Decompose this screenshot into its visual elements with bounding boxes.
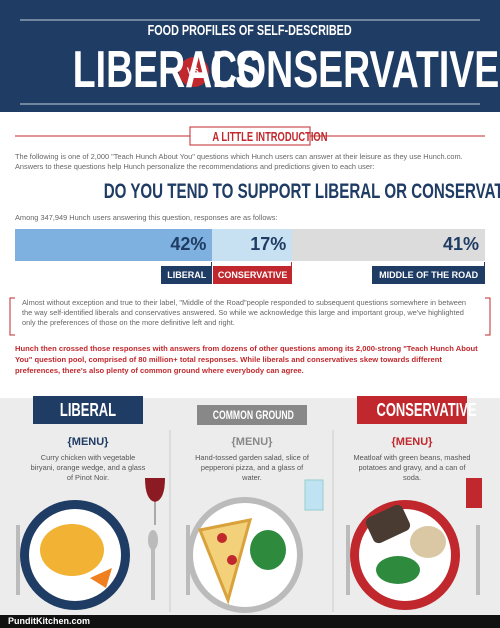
header-kicker-wrap: FOOD PROFILES OF SELF-DESCRIBED: [0, 22, 500, 39]
fork: [186, 525, 190, 595]
poll-name-tag: MIDDLE OF THE ROAD: [372, 266, 485, 284]
knife: [476, 525, 480, 595]
poll-labels: LIBERAL CONSERVATIVE MIDDLE OF THE ROAD: [15, 262, 485, 292]
intro-heading-box: [189, 126, 311, 146]
menu-title: COMMON GROUND: [197, 405, 307, 425]
potatoes: [410, 526, 446, 558]
menu-text: Hand-tossed garden salad, slice of peppe…: [195, 453, 309, 482]
poll-value-label: 17%: [250, 234, 287, 254]
poll-connector: [484, 262, 485, 266]
header-left-wrap: LIBERALS: [0, 40, 260, 100]
menu-title-text: LIBERAL: [59, 400, 117, 420]
header-band: [0, 0, 500, 112]
pepperoni: [227, 555, 237, 565]
poll-bar: 42% 17% 41%: [15, 229, 485, 261]
intro-heading: A LITTLE INTRODUCTION: [212, 129, 328, 144]
poll-value-label: 41%: [442, 234, 479, 254]
intro-text: The following is one of 2,000 "Teach Hun…: [15, 152, 463, 171]
fork: [16, 525, 20, 595]
spoon: [148, 530, 158, 550]
menu-label: {MENU}: [67, 436, 109, 448]
menu-title: CONSERVATIVE: [357, 396, 477, 424]
header-left: LIBERALS: [72, 41, 260, 99]
menu-title-text: COMMON GROUND: [212, 408, 294, 422]
poll-name-tag: CONSERVATIVE: [213, 266, 293, 284]
meatloaf: [365, 504, 411, 544]
summary-text: Hunch then crossed those responses with …: [15, 344, 478, 375]
water-glass: [304, 479, 324, 511]
spoon-handle: [151, 545, 155, 600]
question-wrap: DO YOU TEND TO SUPPORT LIBERAL OR CONSER…: [0, 180, 500, 204]
sample-text: Among 347,949 Hunch users answering this…: [15, 213, 278, 222]
note-bracket: [485, 297, 491, 336]
header-kicker: FOOD PROFILES OF SELF-DESCRIBED: [147, 22, 353, 39]
footer-band: [0, 615, 500, 628]
poll-value-label: 42%: [170, 234, 207, 254]
menu-text: Curry chicken with vegetable biryani, or…: [30, 453, 146, 482]
menu-label: {MENU}: [391, 436, 433, 448]
menu-title-text: CONSERVATIVE: [376, 400, 477, 420]
question: DO YOU TEND TO SUPPORT LIBERAL OR CONSER…: [103, 180, 500, 203]
poll-connector: [211, 262, 213, 266]
poll-connector: [291, 262, 293, 266]
header-right: CONSERVATIVES: [210, 41, 500, 99]
intro-heading-wrap: A LITTLE INTRODUCTION: [190, 129, 327, 144]
menu-text: Meatloaf with green beans, mashed potato…: [353, 453, 471, 482]
soda-can: [466, 478, 482, 508]
pepperoni: [217, 533, 227, 543]
vs-badge: [179, 57, 209, 87]
header-right-wrap: CONSERVATIVES: [210, 40, 500, 100]
poll-segment: [212, 229, 293, 261]
orange-wedge: [90, 568, 112, 588]
header-vs: VS.: [186, 66, 202, 76]
note-bracket: [9, 297, 15, 336]
fork: [346, 525, 350, 595]
note-text: Almost without exception and true to the…: [22, 298, 467, 327]
poll-segment: [15, 229, 213, 261]
poll-name-tag: LIBERAL: [161, 266, 213, 284]
menu-label: {MENU}: [231, 436, 273, 448]
curry: [40, 524, 104, 576]
footer: PunditKitchen.com: [8, 616, 91, 626]
pizza: [197, 518, 253, 605]
salad: [250, 530, 286, 570]
menu-title: LIBERAL: [33, 396, 143, 424]
green-beans: [376, 556, 420, 584]
wine-glass: [145, 478, 165, 502]
poll-segment: [292, 229, 485, 261]
